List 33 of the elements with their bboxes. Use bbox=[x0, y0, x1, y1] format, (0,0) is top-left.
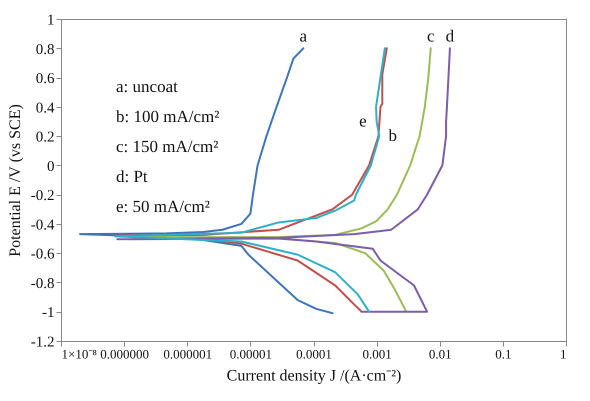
y-tick-label: 0 bbox=[47, 158, 54, 175]
annotation: b: 100 mA/cm² bbox=[116, 107, 220, 126]
y-tick-label: -1 bbox=[42, 305, 54, 322]
x-tick-label: 0.000001 bbox=[163, 346, 212, 362]
x-tick-label: 0.01 bbox=[428, 346, 452, 362]
x-tick-label: 1 bbox=[560, 346, 566, 362]
annotation: e: 50 mA/cm² bbox=[116, 197, 210, 216]
annotation: a: uncoat bbox=[116, 77, 178, 96]
x-tick-label: 1×10⁻⁸ bbox=[62, 346, 98, 362]
series-label: b bbox=[388, 126, 397, 146]
x-axis-title: Current density J /(A·cm⁻²) bbox=[226, 368, 402, 384]
y-tick-label: 1 bbox=[47, 12, 54, 28]
y-tick-label: -0.8 bbox=[30, 276, 54, 292]
x-tick-label: 0.1 bbox=[495, 346, 512, 362]
series-label: a bbox=[300, 26, 308, 46]
y-tick-label: -0.4 bbox=[30, 217, 55, 234]
x-tick-label: 0.000000 bbox=[100, 346, 149, 362]
y-tick-label: -0.6 bbox=[30, 246, 55, 263]
annotation: d: Pt bbox=[116, 167, 148, 186]
x-tick-label: 0.0001 bbox=[296, 346, 332, 362]
y-tick-label: 0.2 bbox=[36, 130, 54, 146]
x-tick-label: 0.00001 bbox=[230, 346, 272, 362]
series-label: e bbox=[359, 111, 367, 130]
series-label: d bbox=[446, 26, 455, 46]
y-tick-label: -0.2 bbox=[30, 188, 54, 204]
y-tick-label: 0.8 bbox=[36, 42, 54, 58]
y-tick-label: 0.4 bbox=[36, 100, 55, 116]
annotation: c: 150 mA/cm² bbox=[116, 137, 218, 156]
x-tick-label: 0.001 bbox=[362, 346, 392, 362]
y-tick-label: -1.2 bbox=[30, 334, 54, 350]
y-tick-label: 0.6 bbox=[36, 71, 55, 88]
series-label: c bbox=[426, 26, 435, 46]
y-axis-title: Potential E /V (vs SCE) bbox=[6, 104, 24, 257]
